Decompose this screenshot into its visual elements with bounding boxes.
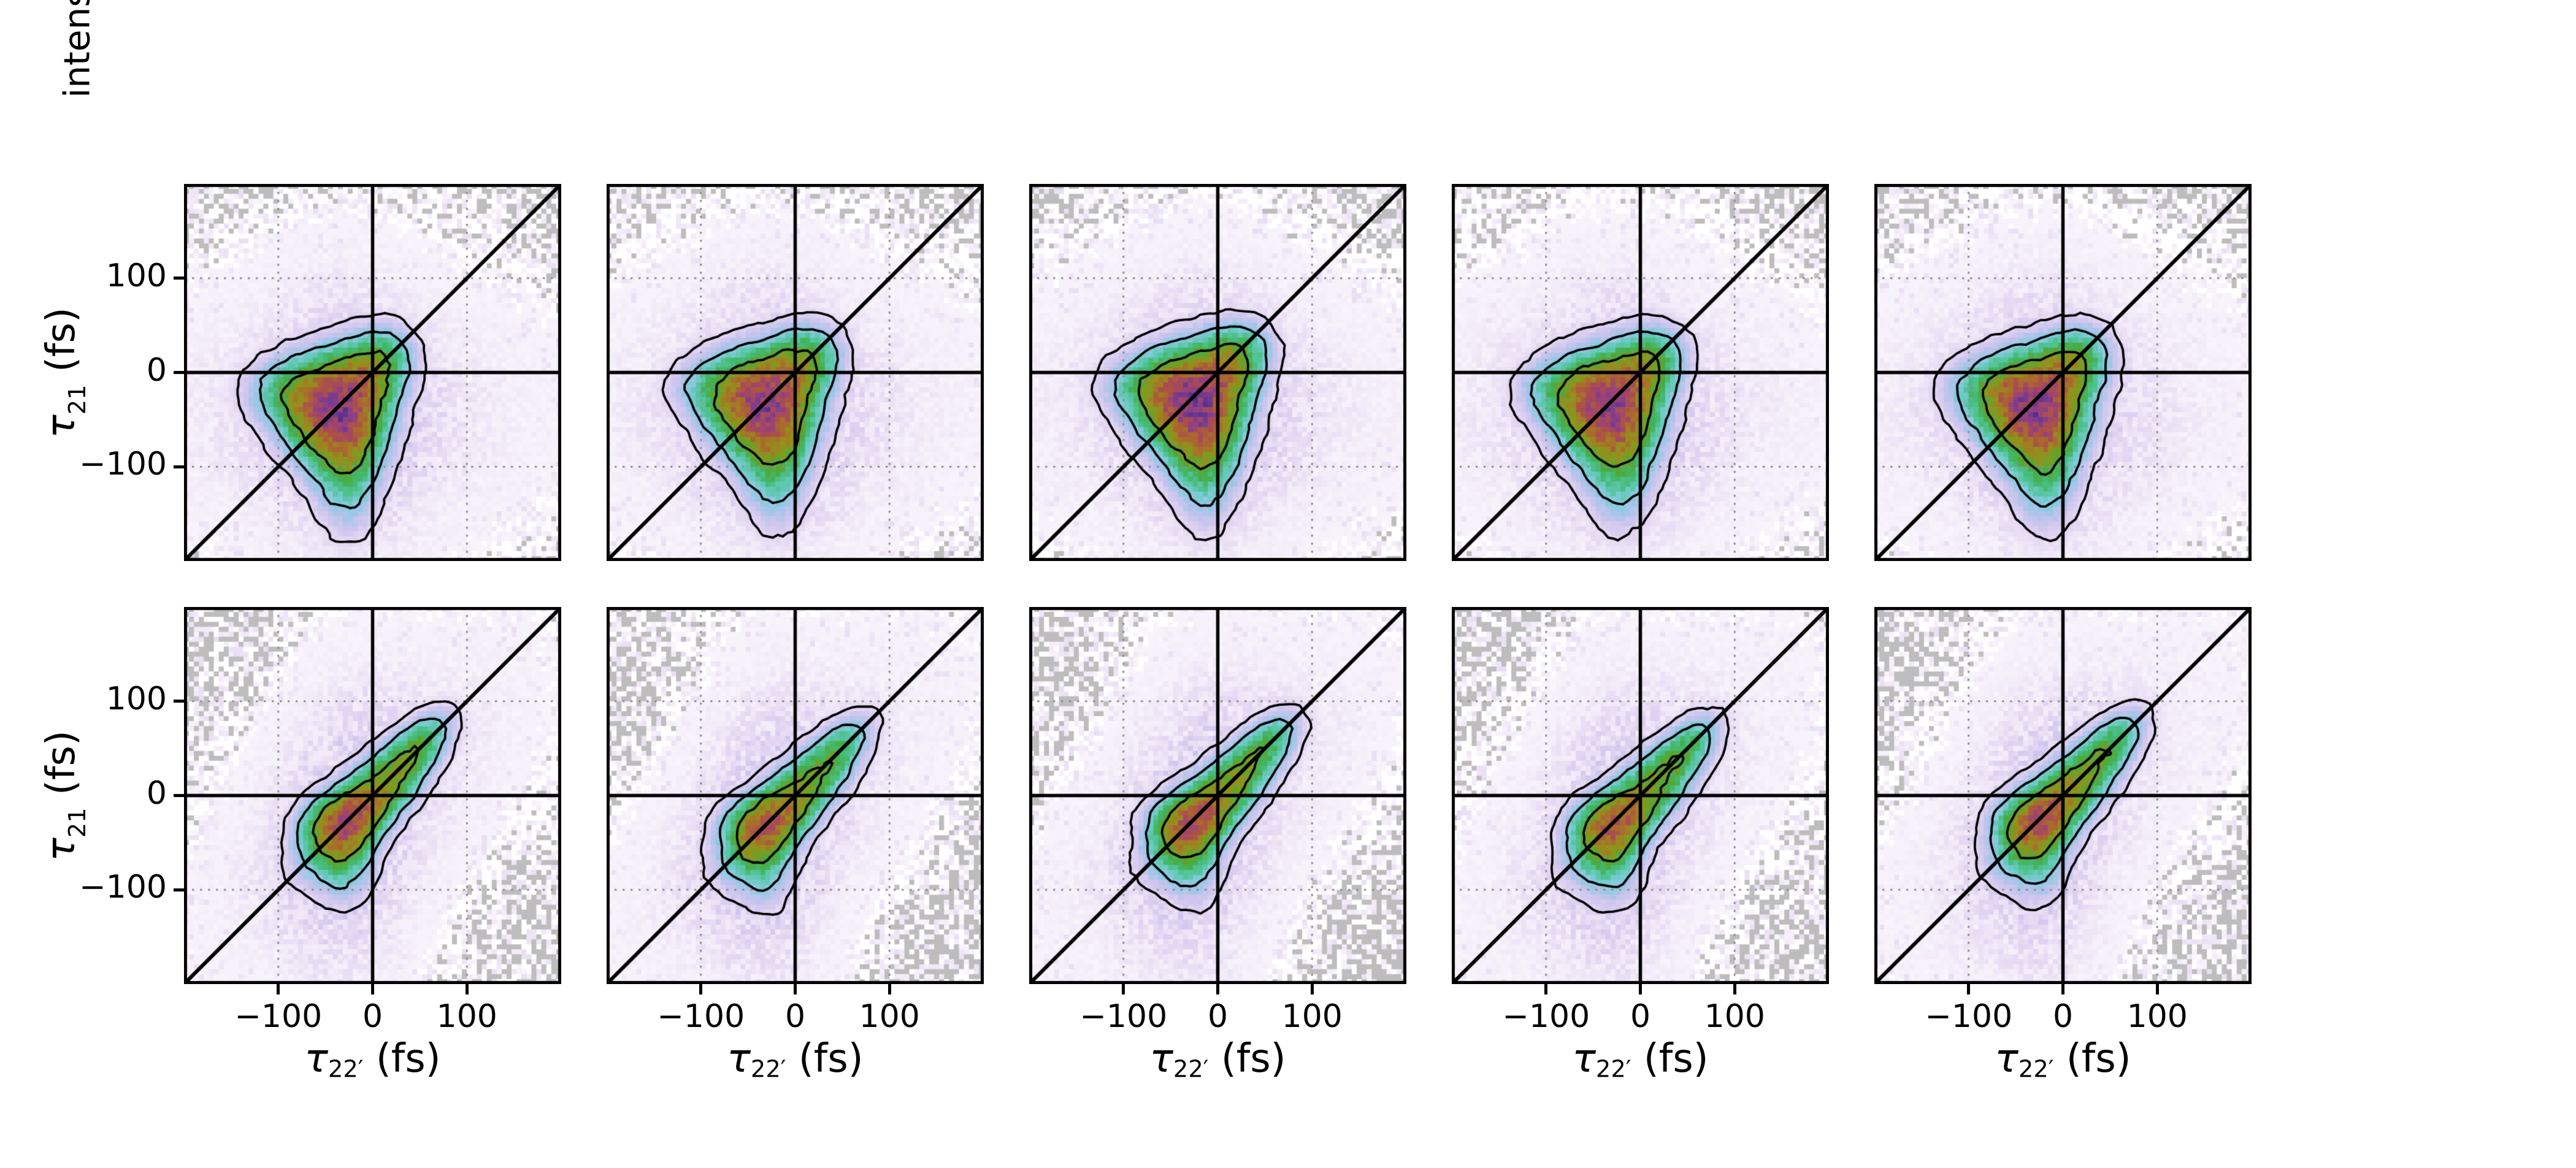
x-tick-label: −100 <box>1079 998 1168 1035</box>
x-tick-label: −100 <box>1502 998 1590 1035</box>
y-tick-label: 0 <box>146 351 167 389</box>
heatmap-panel-r2c5 <box>1874 607 2252 984</box>
x-axis-label: τ22′ (fs) <box>1149 1036 1286 1083</box>
y-tick-label: 0 <box>146 774 167 812</box>
x-tick-label: 100 <box>859 998 920 1035</box>
y-tick-mark <box>174 794 184 797</box>
tau-symbol: τ <box>1149 1036 1173 1082</box>
y-tick-mark <box>174 465 184 468</box>
x-tick-mark <box>2155 984 2159 994</box>
y-axis-label: τ21 (fs) <box>39 730 91 861</box>
heatmap-panel-r1c1 <box>184 184 561 561</box>
y-tick-label: 100 <box>105 680 167 717</box>
x-tick-label: 100 <box>2126 998 2188 1035</box>
y-tick-mark <box>174 371 184 374</box>
y-tick-label: −100 <box>79 869 167 906</box>
heatmap-panel-r1c3 <box>1029 184 1406 561</box>
tau-symbol: τ <box>39 837 84 861</box>
x-tick-label: 100 <box>436 998 497 1035</box>
x-tick-mark <box>465 984 469 994</box>
x-axis-label: τ22′ (fs) <box>304 1036 441 1083</box>
x-axis-label: τ22′ (fs) <box>1995 1036 2131 1083</box>
x-tick-label: 0 <box>1207 998 1229 1035</box>
y-tick-label: 100 <box>105 257 167 294</box>
heatmap-panel-r1c5 <box>1874 184 2252 561</box>
tau-symbol: τ <box>1572 1036 1596 1082</box>
x-tick-mark <box>371 984 374 994</box>
heatmap-panel-r2c1 <box>184 607 561 984</box>
heatmap-panel-r2c4 <box>1452 607 1829 984</box>
x-tick-mark <box>887 984 891 994</box>
x-axis-label: τ22′ (fs) <box>1572 1036 1709 1083</box>
x-tick-mark <box>1967 984 1971 994</box>
tau-symbol: τ <box>1995 1036 2018 1082</box>
x-tick-mark <box>1122 984 1125 994</box>
x-tick-label: 0 <box>362 998 383 1035</box>
y-tick-mark <box>174 888 184 891</box>
x-tick-mark <box>699 984 703 994</box>
y-tick-mark <box>174 700 184 703</box>
y-tick-mark <box>174 277 184 280</box>
heatmap-panel-r2c3 <box>1029 607 1406 984</box>
x-tick-mark <box>1544 984 1548 994</box>
tau-symbol: τ <box>304 1036 328 1082</box>
x-tick-mark <box>2061 984 2064 994</box>
x-tick-label: 0 <box>784 998 806 1035</box>
x-tick-mark <box>1733 984 1736 994</box>
x-tick-label: 0 <box>1630 998 1651 1035</box>
x-axis-label: τ22′ (fs) <box>727 1036 864 1083</box>
heatmap-panel-r1c4 <box>1452 184 1829 561</box>
x-tick-label: 100 <box>1704 998 1765 1035</box>
x-tick-label: −100 <box>234 998 323 1035</box>
x-tick-label: 0 <box>2052 998 2074 1035</box>
x-tick-mark <box>1216 984 1219 994</box>
y-axis-label: τ21 (fs) <box>39 307 91 438</box>
tau-symbol: τ <box>39 414 84 438</box>
x-tick-mark <box>1639 984 1642 994</box>
heatmap-panel-r1c2 <box>607 184 984 561</box>
y-tick-label: −100 <box>79 446 167 483</box>
colorbar <box>2346 184 2393 984</box>
colorbar-axis-label: intensity <box>56 0 98 98</box>
x-tick-mark <box>1310 984 1314 994</box>
heatmap-panel-r2c2 <box>607 607 984 984</box>
x-tick-label: −100 <box>657 998 745 1035</box>
x-tick-label: −100 <box>1925 998 2013 1035</box>
x-tick-label: 100 <box>1281 998 1343 1035</box>
tau-symbol: τ <box>727 1036 751 1082</box>
x-tick-mark <box>794 984 797 994</box>
x-tick-mark <box>277 984 280 994</box>
